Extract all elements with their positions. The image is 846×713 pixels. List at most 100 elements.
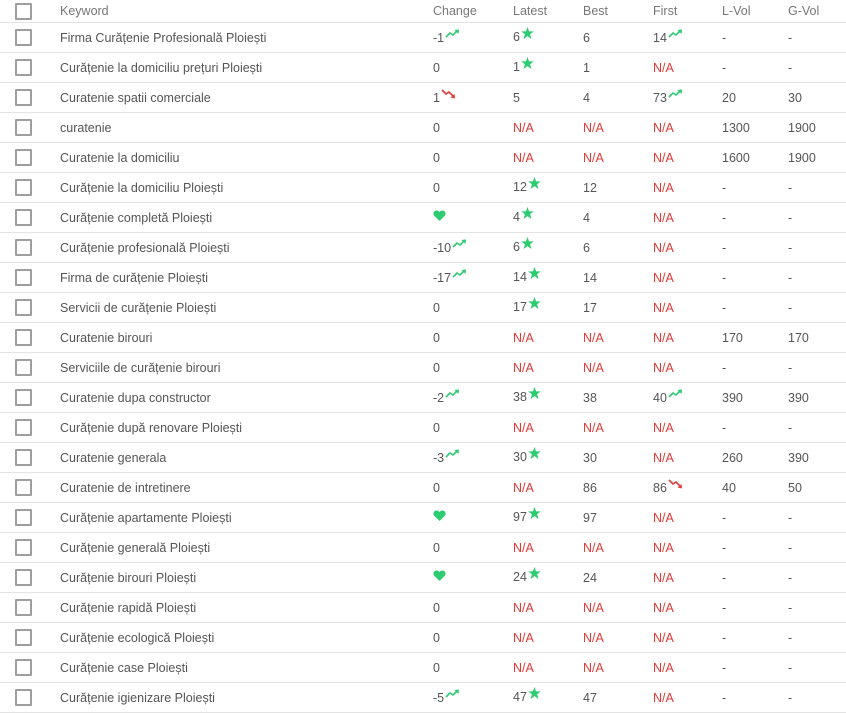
l-vol-value: -: [722, 240, 727, 255]
row-checkbox[interactable]: [15, 659, 32, 676]
best-cell: 4: [583, 83, 653, 113]
l-vol-cell: -: [722, 203, 788, 233]
row-checkbox[interactable]: [15, 29, 32, 46]
table-row[interactable]: Curățenie birouri Ploiești 24 24 N/A - -: [0, 563, 846, 593]
row-select-cell: [0, 233, 60, 263]
row-select-cell: [0, 53, 60, 83]
table-row[interactable]: Servicii de curățenie Ploiești 0 17 17 N…: [0, 293, 846, 323]
column-header-first[interactable]: First: [653, 4, 678, 18]
column-header-l-vol[interactable]: L-Vol: [722, 4, 751, 18]
l-vol-cell: -: [722, 263, 788, 293]
g-vol-cell: 390: [788, 383, 846, 413]
row-checkbox[interactable]: [15, 419, 32, 436]
row-checkbox[interactable]: [15, 629, 32, 646]
column-header-change[interactable]: Change: [433, 4, 477, 18]
column-header-latest[interactable]: Latest: [513, 4, 548, 18]
table-row[interactable]: Curățenie la domiciliu prețuri Ploiești …: [0, 53, 846, 83]
latest-cell: N/A: [513, 623, 583, 653]
row-checkbox[interactable]: [15, 239, 32, 256]
column-header-best[interactable]: Best: [583, 4, 609, 18]
row-select-cell: [0, 443, 60, 473]
row-checkbox[interactable]: [15, 179, 32, 196]
change-cell: 0: [433, 113, 513, 143]
g-vol-cell: 30: [788, 83, 846, 113]
g-vol-cell: -: [788, 653, 846, 683]
table-row[interactable]: Firma de curățenie Ploiești -17 14 14 N/…: [0, 263, 846, 293]
table-row[interactable]: Curatenie de intretinere 0 N/A 86 86 40 …: [0, 473, 846, 503]
table-row[interactable]: Curățenie la domiciliu Ploiești 0 12 12 …: [0, 173, 846, 203]
row-checkbox[interactable]: [15, 119, 32, 136]
change-value: -1: [433, 30, 445, 45]
table-row[interactable]: Curățenie igienizare Ploiești -5 47 47 N…: [0, 683, 846, 713]
row-checkbox[interactable]: [15, 89, 32, 106]
row-checkbox[interactable]: [15, 599, 32, 616]
table-row[interactable]: Curatenie generala -3 30 30 N/A 260 390: [0, 443, 846, 473]
latest-cell: N/A: [513, 593, 583, 623]
first-value: N/A: [653, 120, 674, 135]
table-row[interactable]: Curatenie la domiciliu 0 N/A N/A N/A 160…: [0, 143, 846, 173]
row-checkbox[interactable]: [15, 59, 32, 76]
keyword-cell: Curatenie de intretinere: [60, 473, 433, 503]
change-value: -5: [433, 690, 445, 705]
row-checkbox[interactable]: [15, 689, 32, 706]
row-checkbox[interactable]: [15, 389, 32, 406]
table-row[interactable]: Curățenie ecologică Ploiești 0 N/A N/A N…: [0, 623, 846, 653]
l-vol-cell: -: [722, 293, 788, 323]
table-row[interactable]: Curățenie case Ploiești 0 N/A N/A N/A - …: [0, 653, 846, 683]
row-checkbox[interactable]: [15, 569, 32, 586]
row-checkbox[interactable]: [15, 329, 32, 346]
l-vol-cell: 170: [722, 323, 788, 353]
table-row[interactable]: Curățenie generală Ploiești 0 N/A N/A N/…: [0, 533, 846, 563]
latest-cell: N/A: [513, 653, 583, 683]
row-checkbox[interactable]: [15, 209, 32, 226]
first-value: N/A: [653, 330, 674, 345]
row-checkbox[interactable]: [15, 509, 32, 526]
l-vol-value: -: [722, 270, 727, 285]
table-row[interactable]: Curățenie profesională Ploiești -10 6 6 …: [0, 233, 846, 263]
first-cell: N/A: [653, 683, 722, 713]
keyword-text: Curatenie la domiciliu: [60, 150, 180, 165]
row-checkbox[interactable]: [15, 539, 32, 556]
row-checkbox[interactable]: [15, 269, 32, 286]
g-vol-cell: -: [788, 263, 846, 293]
table-body: Firma Curățenie Profesională Ploiești -1…: [0, 23, 846, 713]
latest-value: 97: [513, 510, 527, 524]
latest-value: 38: [513, 390, 527, 404]
first-value: N/A: [653, 450, 674, 465]
row-checkbox[interactable]: [15, 359, 32, 376]
row-checkbox[interactable]: [15, 149, 32, 166]
first-cell: N/A: [653, 443, 722, 473]
table-row[interactable]: Curatenie birouri 0 N/A N/A N/A 170 170: [0, 323, 846, 353]
table-row[interactable]: Curățenie după renovare Ploiești 0 N/A N…: [0, 413, 846, 443]
first-cell: N/A: [653, 653, 722, 683]
table-row[interactable]: Curatenie spatii comerciale 1 5 4 73 20 …: [0, 83, 846, 113]
best-value: 17: [583, 300, 597, 315]
row-checkbox[interactable]: [15, 479, 32, 496]
table-row[interactable]: curatenie 0 N/A N/A N/A 1300 1900: [0, 113, 846, 143]
g-vol-cell: -: [788, 623, 846, 653]
change-value: 0: [433, 660, 440, 675]
latest-cell: 12: [513, 173, 583, 203]
select-all-checkbox[interactable]: [15, 2, 32, 20]
trend-up-icon: [668, 88, 683, 102]
table-row[interactable]: Curatenie dupa constructor -2 38 38 40 3…: [0, 383, 846, 413]
table-row[interactable]: Serviciile de curățenie birouri 0 N/A N/…: [0, 353, 846, 383]
latest-value: N/A: [513, 150, 534, 165]
row-checkbox[interactable]: [15, 299, 32, 316]
l-vol-cell: 1300: [722, 113, 788, 143]
keyword-cell: Curățenie igienizare Ploiești: [60, 683, 433, 713]
column-header-g-vol[interactable]: G-Vol: [788, 4, 820, 18]
column-header-keyword[interactable]: Keyword: [60, 4, 109, 18]
keyword-text: Firma de curățenie Ploiești: [60, 270, 208, 285]
keyword-cell: Curățenie generală Ploiești: [60, 533, 433, 563]
l-vol-value: 260: [722, 450, 743, 465]
table-row[interactable]: Firma Curățenie Profesională Ploiești -1…: [0, 23, 846, 53]
row-checkbox[interactable]: [15, 449, 32, 466]
best-cell: 6: [583, 233, 653, 263]
table-row[interactable]: Curățenie rapidă Ploiești 0 N/A N/A N/A …: [0, 593, 846, 623]
table-row[interactable]: Curățenie apartamente Ploiești 97 97 N/A…: [0, 503, 846, 533]
first-value: N/A: [653, 420, 674, 435]
latest-cell: N/A: [513, 143, 583, 173]
g-vol-value: -: [788, 360, 793, 375]
table-row[interactable]: Curățenie completă Ploiești 4 4 N/A - -: [0, 203, 846, 233]
